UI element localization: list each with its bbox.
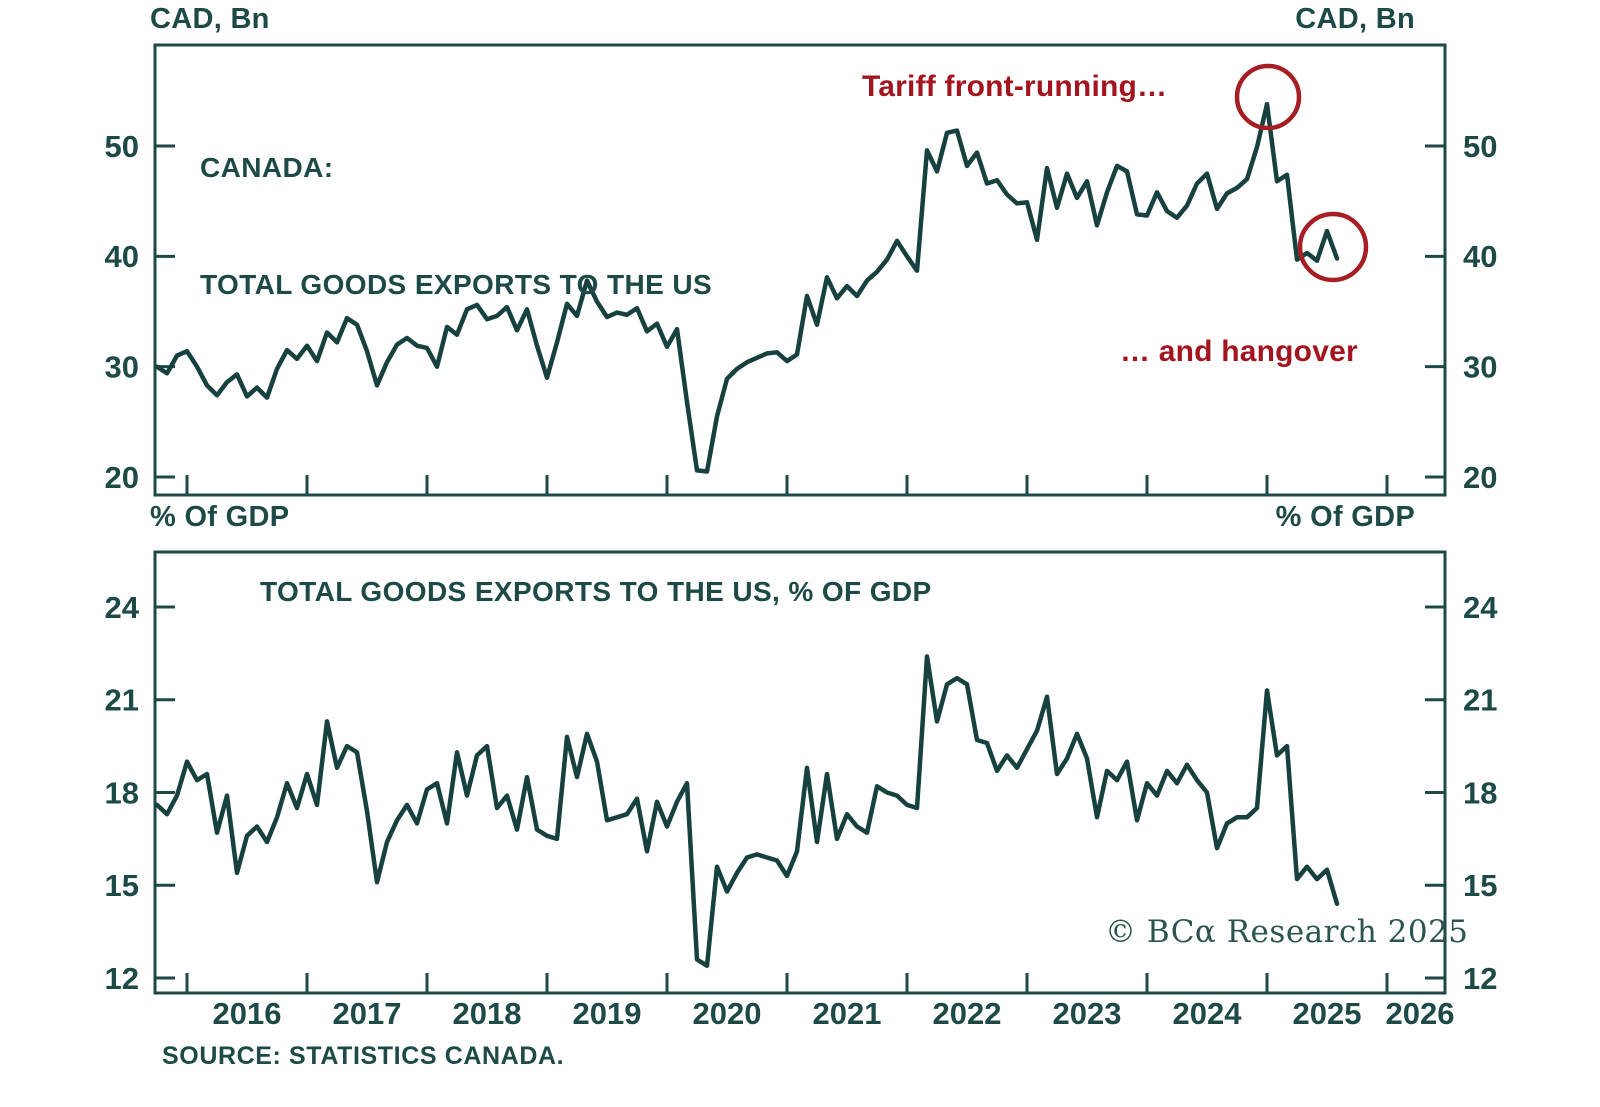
bca-research-watermark: © BCα Research 2025 <box>1105 914 1469 950</box>
x-axis-year-label: 2026 <box>1386 996 1455 1031</box>
bottom-panel-y-tick-label-right: 21 <box>1463 683 1497 718</box>
x-axis-year-label: 2021 <box>813 996 882 1031</box>
tariff-front-running-annotation: Tariff front-running… <box>862 70 1168 103</box>
bottom-panel-title: TOTAL GOODS EXPORTS TO THE US, % OF GDP <box>260 576 932 607</box>
bottom-panel-frame <box>153 550 1447 995</box>
top-panel-title-line1: CANADA: <box>200 152 334 183</box>
top-panel-series-line <box>154 101 1340 474</box>
top-panel-unit-right: CAD, Bn <box>1295 3 1415 35</box>
top-panel-unit-left: CAD, Bn <box>150 3 270 35</box>
bottom-panel-unit-left: % Of GDP <box>150 501 290 533</box>
top-panel-title-line2: TOTAL GOODS EXPORTS TO THE US <box>200 269 713 300</box>
top-panel-y-tick-label-left: 50 <box>105 129 139 164</box>
bottom-panel-unit-right: % Of GDP <box>1275 501 1415 533</box>
top-panel-y-tick-label-left: 30 <box>105 350 139 385</box>
bottom-panel-y-tick-label-left: 21 <box>105 683 139 718</box>
x-axis-year-label: 2025 <box>1293 996 1362 1031</box>
top-panel-y-tick-label-left: 20 <box>105 460 139 495</box>
x-axis-year-label: 2022 <box>933 996 1002 1031</box>
x-axis-year-label: 2016 <box>213 996 282 1031</box>
bottom-panel-y-tick-label-right: 15 <box>1463 868 1497 903</box>
x-axis-year-label: 2017 <box>333 996 402 1031</box>
bottom-panel-series-line <box>154 654 1340 968</box>
top-panel-frame <box>153 43 1447 497</box>
x-axis-year-label: 2019 <box>573 996 642 1031</box>
x-axis-year-label: 2023 <box>1053 996 1122 1031</box>
top-panel-title: CANADA: TOTAL GOODS EXPORTS TO THE US <box>200 70 712 382</box>
bottom-panel-y-tick-label-right: 12 <box>1463 961 1497 996</box>
tariff-front-running-circle <box>1234 63 1302 131</box>
bottom-panel-y-tick-label-left: 12 <box>105 961 139 996</box>
bottom-panel-y-tick-label-left: 18 <box>105 775 139 810</box>
bottom-panel-y-tick-label-left: 15 <box>105 868 139 903</box>
x-axis-year-label: 2018 <box>453 996 522 1031</box>
x-axis-year-label: 2024 <box>1173 996 1243 1031</box>
top-panel-y-tick-label-right: 30 <box>1463 350 1497 385</box>
bottom-panel-y-tick-label-right: 24 <box>1463 590 1498 625</box>
hangover-annotation: … and hangover <box>1120 335 1358 368</box>
top-panel-y-tick-label-left: 40 <box>105 239 139 274</box>
bottom-panel-y-tick-label-right: 18 <box>1463 775 1497 810</box>
x-axis-year-label: 2020 <box>693 996 762 1031</box>
bottom-panel-y-tick-label-left: 24 <box>105 590 140 625</box>
top-panel-y-tick-label-right: 50 <box>1463 129 1497 164</box>
source-note: SOURCE: STATISTICS CANADA. <box>162 1042 565 1070</box>
top-panel-y-tick-label-right: 40 <box>1463 239 1497 274</box>
top-panel-y-tick-label-right: 20 <box>1463 460 1497 495</box>
hangover-circle <box>1297 211 1369 283</box>
